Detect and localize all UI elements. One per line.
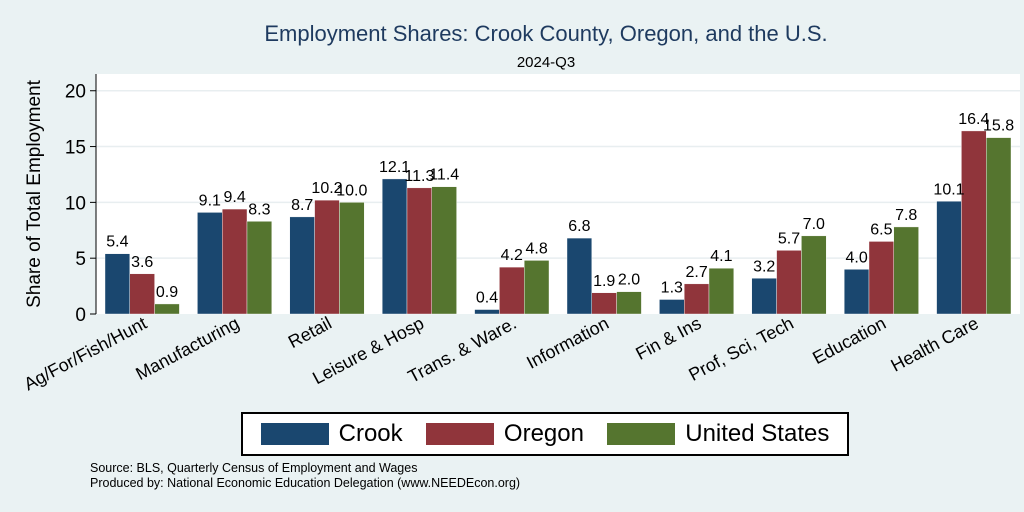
bar-united-states [524,260,550,315]
bar-oregon [314,199,340,315]
bar-united-states [893,226,919,315]
data-label-crook: 9.1 [199,192,221,209]
bar-crook [936,201,962,315]
data-label-united-states: 8.3 [248,201,270,218]
data-label-crook: 5.4 [106,234,128,251]
legend-label-oregon: Oregon [503,420,584,447]
legend-swatch-crook [260,423,329,445]
bar-oregon [684,283,710,315]
bar-crook [382,178,408,315]
bar-united-states [246,221,272,315]
data-label-oregon: 6.5 [870,221,892,238]
bar-oregon [961,130,987,315]
data-label-united-states: 0.9 [156,284,178,301]
y-tick-label: 10 [65,193,86,214]
data-label-united-states: 2.0 [618,272,640,289]
data-label-oregon: 9.4 [223,189,245,206]
legend-swatch-oregon [425,423,494,445]
data-label-oregon: 4.2 [501,247,523,264]
bar-oregon [499,266,525,315]
data-label-crook: 4.0 [845,249,867,266]
y-tick-label: 5 [75,249,86,270]
data-label-oregon: 2.7 [685,264,707,281]
bar-united-states [801,235,827,315]
legend-swatch-united-states [607,423,676,445]
data-label-crook: 10.1 [933,181,964,198]
data-label-crook: 6.8 [568,218,590,235]
bar-united-states [431,186,457,315]
data-label-crook: 0.4 [476,290,498,307]
bar-crook [566,237,592,315]
legend-label-crook: Crook [338,420,403,447]
chart-subtitle: 2024-Q3 [517,54,575,71]
legend-item-oregon: Oregon [425,420,584,448]
x-tick-label: Fin & Ins [632,313,704,364]
bar-oregon [221,208,248,315]
data-label-united-states: 4.8 [525,240,547,257]
data-label-oregon: 16.4 [958,111,989,128]
data-label-oregon: 11.3 [404,168,434,185]
bar-united-states [986,137,1012,315]
data-label-crook: 1.3 [661,279,683,296]
source-note: Source: BLS, Quarterly Census of Employm… [90,461,418,475]
x-tick-label: Manufacturing [132,313,242,384]
bar-oregon [776,250,802,315]
bar-crook [751,278,777,315]
bar-oregon [868,241,894,315]
x-tick-label: Health Care [887,313,981,376]
data-label-united-states: 15.8 [983,118,1014,135]
bar-oregon [129,273,155,315]
data-label-crook: 3.2 [753,258,775,275]
produced-note: Produced by: National Economic Education… [90,476,521,490]
data-label-oregon: 1.9 [593,273,615,290]
data-label-united-states: 4.1 [710,248,732,265]
bar-crook [659,299,685,315]
data-label-oregon: 5.7 [778,230,800,247]
data-label-united-states: 10.0 [336,182,367,199]
data-label-crook: 8.7 [291,197,313,214]
bar-crook [474,309,500,315]
y-axis-label: Share of Total Employment [24,79,45,307]
bar-oregon [406,187,432,315]
bar-united-states [708,268,734,315]
data-label-united-states: 7.8 [895,207,917,224]
x-tick-label: Information [523,313,612,373]
x-tick-label: Education [809,313,889,368]
bar-united-states [154,303,180,315]
y-tick-label: 20 [65,82,86,103]
bar-united-states [339,202,365,315]
bar-crook [289,216,315,315]
y-tick-label: 15 [65,138,86,159]
data-label-united-states: 7.0 [803,216,825,233]
bar-oregon [591,292,617,315]
bar-crook [197,212,223,315]
legend-item-united-states: United States [607,420,829,448]
bar-united-states [616,291,642,315]
data-label-crook: 12.1 [379,159,410,176]
y-tick-label: 0 [75,305,86,326]
bar-crook [844,269,870,315]
x-tick-label: Retail [285,313,335,352]
data-label-oregon: 10.2 [311,180,342,197]
legend: Crook Oregon United States [241,412,849,456]
chart-title: Employment Shares: Crook County, Oregon,… [264,21,827,46]
legend-label-united-states: United States [685,420,830,447]
legend-item-crook: Crook [260,420,403,448]
x-tick-label: Prof, Sci, Tech [685,313,797,385]
data-label-united-states: 11.4 [429,167,459,184]
bar-crook [104,253,130,315]
data-label-oregon: 3.6 [131,254,153,271]
